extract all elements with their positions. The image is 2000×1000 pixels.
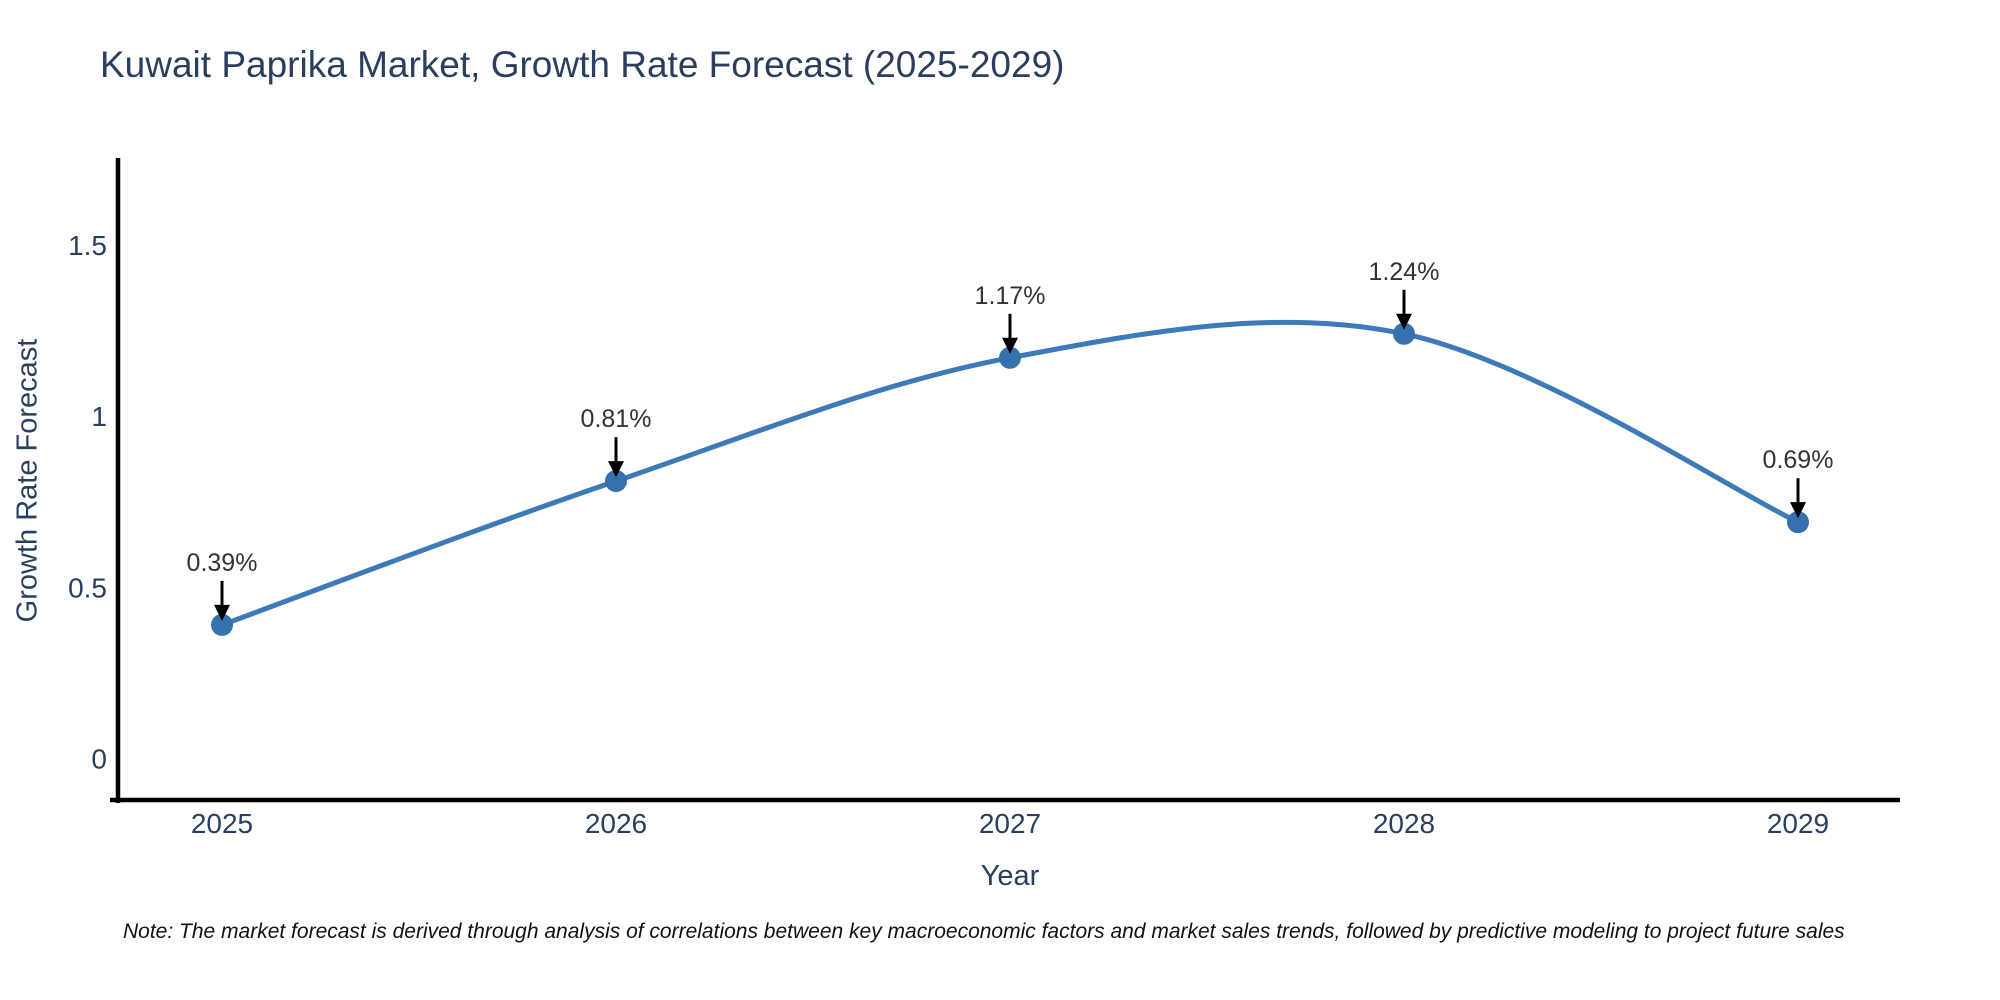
y-tick-label: 0 — [91, 744, 107, 775]
y-tick-label: 1 — [91, 401, 107, 432]
annotation-label: 0.69% — [1763, 446, 1834, 474]
annotation-arrowhead — [1790, 502, 1806, 519]
x-axis-title: Year — [980, 860, 1040, 892]
annotation-arrowhead — [1396, 313, 1412, 330]
x-tick-label: 2028 — [1373, 808, 1435, 839]
y-tick-label: 0.5 — [68, 572, 107, 603]
footnote: Note: The market forecast is derived thr… — [123, 920, 1845, 943]
data-point-marker — [211, 613, 233, 636]
data-point-marker — [1787, 511, 1809, 534]
chart-title: Kuwait Paprika Market, Growth Rate Forec… — [100, 44, 1065, 85]
annotation-label: 0.81% — [581, 405, 652, 433]
data-point-marker — [999, 346, 1021, 369]
annotation-arrowhead — [214, 604, 230, 621]
annotation-label: 1.24% — [1369, 258, 1440, 286]
data-point-marker — [605, 470, 627, 493]
x-tick-label: 2025 — [191, 808, 253, 839]
x-tick-label: 2026 — [585, 808, 647, 839]
x-tick-label: 2029 — [1767, 808, 1829, 839]
x-tick-label: 2027 — [979, 808, 1041, 839]
annotation-arrowhead — [608, 461, 624, 478]
y-axis-title: Growth Rate Forecast — [11, 338, 44, 623]
data-point-marker — [1393, 322, 1415, 345]
y-tick-label: 1.5 — [68, 230, 107, 261]
annotation-label: 1.17% — [975, 282, 1046, 310]
annotation-arrowhead — [1002, 337, 1018, 354]
annotation-label: 0.39% — [187, 549, 258, 577]
